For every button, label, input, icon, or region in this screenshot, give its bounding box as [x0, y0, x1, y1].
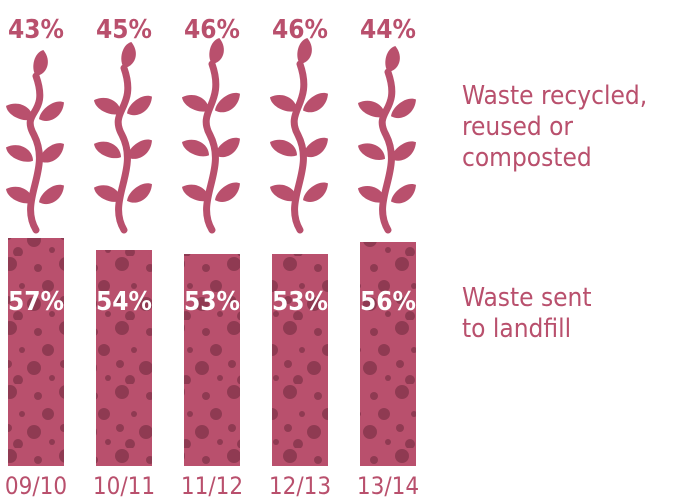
category-label: 09/10: [5, 472, 67, 500]
plant-leaf: [39, 184, 64, 205]
plant-leaf-top: [297, 37, 312, 64]
plant-leaf: [391, 184, 416, 204]
plant-leaf: [127, 139, 152, 159]
plant-leaf: [182, 139, 209, 157]
plant-leaf: [6, 145, 33, 162]
recycled-value-label: 44%: [360, 15, 416, 45]
plant-leaf: [303, 92, 328, 113]
plant-leaf: [391, 98, 416, 119]
category-label: 12/13: [269, 472, 331, 500]
legend-recycled-line-2: reused or: [462, 112, 574, 142]
plant-leaf: [270, 94, 297, 112]
plant-leaf: [6, 186, 33, 204]
plant-leaf: [94, 141, 121, 159]
plant-series: [6, 37, 416, 234]
legend-recycled-line-1: Waste recycled,: [462, 81, 648, 111]
plant-stem: [378, 68, 396, 234]
landfill-bar-09-10: [8, 238, 64, 466]
legend-landfill-line-2: to landfill: [462, 314, 572, 344]
plant-leaf: [358, 100, 385, 118]
plant-leaf-top: [385, 45, 400, 72]
plant-13-14: [358, 45, 416, 234]
plant-leaf: [303, 182, 328, 202]
plant-leaf-top: [209, 37, 224, 64]
plant-leaf: [358, 186, 385, 203]
plant-09-10: [6, 49, 64, 234]
recycled-value-label: 43%: [8, 15, 64, 45]
plant-leaf: [391, 141, 416, 161]
recycled-value-label: 46%: [272, 15, 328, 45]
plant-leaf: [6, 103, 33, 121]
landfill-bar-10-11: [96, 250, 152, 466]
landfill-bar-13-14: [360, 242, 416, 466]
legend-landfill: Waste sent to landfill: [462, 283, 592, 345]
plant-stem: [202, 60, 220, 234]
category-label: 10/11: [93, 472, 155, 500]
recycled-value-label: 46%: [184, 15, 240, 45]
legend-landfill-line-1: Waste sent: [462, 283, 592, 313]
plant-leaf: [94, 97, 121, 115]
plant-10-11: [94, 41, 152, 234]
plant-leaf: [39, 101, 64, 121]
plant-leaf-top: [33, 49, 48, 76]
plant-leaf: [270, 139, 297, 157]
plant-leaf: [94, 185, 121, 202]
plant-leaf: [127, 183, 152, 203]
landfill-value-label: 56%: [360, 287, 416, 317]
category-label: 13/14: [357, 472, 419, 500]
landfill-value-label: 53%: [184, 287, 240, 317]
plant-leaf: [358, 143, 385, 160]
plant-leaf: [215, 137, 240, 158]
landfill-bar-12-13: [272, 254, 328, 466]
plant-12-13: [270, 37, 328, 234]
plant-stem: [114, 64, 132, 234]
landfill-value-label: 57%: [8, 287, 64, 317]
plant-leaf: [182, 94, 209, 112]
plant-stem: [26, 72, 44, 234]
plant-11-12: [182, 37, 240, 234]
category-label: 11/12: [181, 472, 243, 500]
legend-recycled-line-3: composted: [462, 143, 592, 173]
plant-leaf: [39, 143, 64, 163]
plant-leaf: [215, 92, 240, 113]
landfill-value-label: 53%: [272, 287, 328, 317]
landfill-bars: [8, 238, 416, 466]
recycled-value-label: 45%: [96, 15, 152, 45]
plant-leaf: [182, 184, 209, 202]
plant-leaf: [270, 184, 297, 202]
legend-recycled: Waste recycled, reused or composted: [462, 81, 647, 174]
plant-stem: [290, 60, 308, 234]
landfill-bar-11-12: [184, 254, 240, 466]
value-labels: 43% 57% 09/10 45% 54% 10/11 46% 53% 11/12 46% 53% 1…: [5, 15, 419, 500]
landfill-value-label: 54%: [96, 287, 152, 317]
plant-leaf: [127, 95, 152, 116]
plant-leaf: [215, 182, 240, 202]
plant-leaf: [303, 137, 328, 158]
plant-leaf-top: [121, 41, 136, 68]
